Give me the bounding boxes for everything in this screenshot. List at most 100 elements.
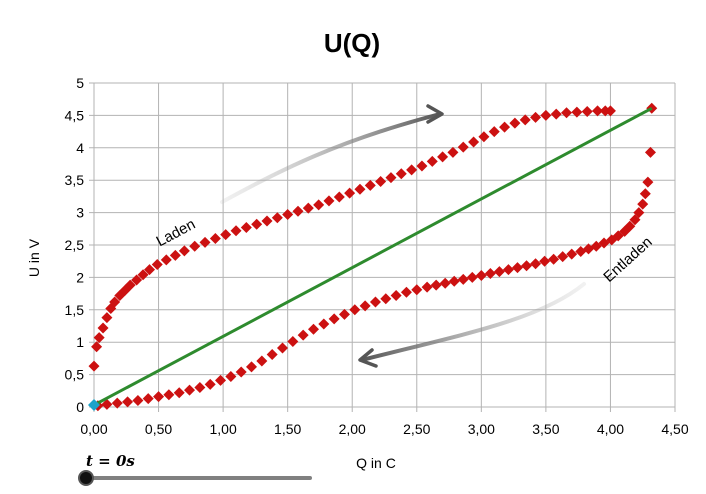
data-point	[230, 225, 242, 237]
time-slider[interactable]: t = 0s	[70, 448, 320, 488]
data-point	[93, 332, 105, 344]
data-point	[240, 222, 252, 234]
data-point	[333, 191, 345, 203]
slider-knob[interactable]	[78, 470, 94, 486]
x-tick-label: 1,50	[274, 421, 301, 437]
data-point	[194, 382, 206, 394]
data-point	[246, 361, 258, 373]
data-point	[488, 126, 500, 138]
data-point	[256, 355, 268, 367]
data-point	[215, 374, 227, 386]
data-point	[297, 329, 309, 341]
data-point	[639, 188, 651, 200]
x-tick-label: 0,00	[80, 421, 107, 437]
y-tick-label: 4,5	[65, 107, 85, 123]
data-point	[385, 172, 397, 184]
data-point	[561, 107, 573, 119]
data-point	[101, 398, 113, 410]
data-point	[430, 279, 442, 291]
y-axis-label: U in V	[26, 238, 42, 277]
data-point	[499, 121, 511, 133]
x-tick-labels: 0,00 0,50 1,00 1,50 2,00 2,50 3,00 3,50 4,00 4,50	[80, 421, 688, 437]
data-point	[439, 277, 451, 289]
data-point	[629, 214, 641, 226]
y-tick-label: 2	[76, 269, 84, 285]
data-point	[437, 151, 449, 163]
data-point	[575, 245, 587, 257]
data-point	[566, 248, 578, 260]
data-point	[318, 318, 330, 330]
data-point	[475, 269, 487, 281]
data-point	[457, 273, 469, 285]
data-point	[604, 105, 616, 117]
data-point	[592, 105, 604, 117]
data-point	[307, 323, 319, 335]
discharging-arrow-head	[358, 348, 378, 368]
data-point	[421, 281, 433, 293]
x-tick-label: 0,50	[145, 421, 172, 437]
data-point	[511, 262, 523, 274]
data-point	[282, 209, 294, 221]
data-point	[400, 286, 412, 298]
data-point	[426, 155, 438, 167]
data-point	[571, 106, 583, 118]
x-tick-label: 4,00	[597, 421, 624, 437]
slider-track[interactable]	[84, 476, 312, 480]
data-point	[406, 164, 418, 176]
data-point	[338, 308, 350, 320]
data-point	[466, 271, 478, 283]
chart-title: U(Q)	[324, 28, 380, 58]
charging-arrow-head	[426, 104, 444, 124]
data-point	[109, 296, 121, 308]
data-point	[131, 274, 143, 286]
data-point	[642, 176, 654, 188]
data-point	[271, 212, 283, 224]
data-point	[369, 296, 381, 308]
data-point	[540, 109, 552, 121]
data-point	[581, 106, 593, 118]
data-point	[302, 202, 314, 214]
y-tick-label: 5	[76, 75, 84, 91]
data-point	[153, 391, 165, 403]
data-point	[539, 255, 551, 267]
data-point	[344, 187, 356, 199]
data-point	[493, 266, 505, 278]
data-point	[225, 371, 237, 383]
data-point	[530, 258, 542, 270]
data-point	[375, 175, 387, 187]
data-point	[184, 384, 196, 396]
data-point	[509, 117, 521, 129]
y-tick-label: 3	[76, 205, 84, 221]
data-point	[557, 251, 569, 263]
data-point	[251, 218, 263, 230]
data-point	[395, 168, 407, 180]
slider-label: t = 0s	[86, 452, 135, 470]
data-point	[142, 393, 154, 405]
data-point	[199, 236, 211, 248]
data-point	[97, 322, 109, 334]
data-point	[160, 254, 172, 266]
data-point	[169, 249, 181, 261]
data-point	[235, 366, 247, 378]
data-point	[411, 284, 423, 296]
data-point	[137, 269, 149, 281]
data-point	[151, 258, 163, 270]
y-tick-label: 0	[76, 399, 84, 415]
data-point	[550, 108, 562, 120]
x-tick-label: 2,00	[339, 421, 366, 437]
y-tick-label: 1	[76, 334, 84, 350]
y-tick-label: 1,5	[65, 302, 85, 318]
data-point	[122, 396, 134, 408]
data-point	[292, 205, 304, 217]
data-point	[548, 253, 560, 265]
data-point	[380, 293, 392, 305]
data-point	[519, 114, 531, 126]
data-point	[323, 195, 335, 207]
data-point	[189, 240, 201, 252]
charging-arrow	[220, 112, 442, 204]
data-point	[178, 245, 190, 257]
x-tick-label: 3,50	[532, 421, 559, 437]
series-line	[93, 106, 653, 407]
data-point	[447, 146, 459, 158]
data-point	[349, 304, 361, 316]
